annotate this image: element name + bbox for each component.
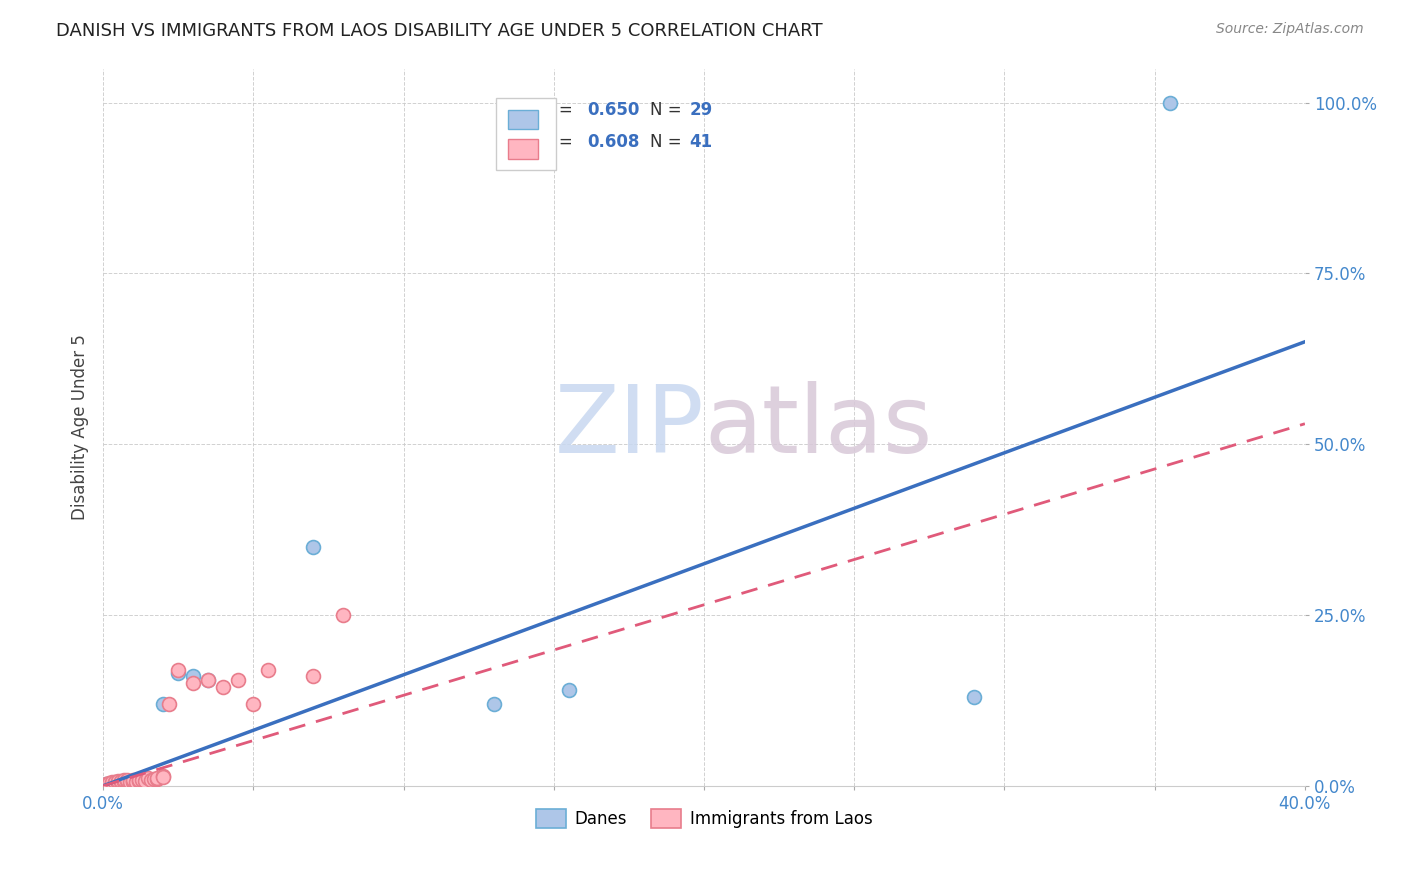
Point [107,777,129,791]
Point [112,777,135,791]
Text: R =: R = [541,133,578,151]
Text: atlas: atlas [704,381,932,473]
Point [115,773,138,788]
Point [122,775,145,789]
Point [110,774,132,789]
Point [104,777,127,791]
Point [152,770,174,784]
Point [107,777,129,791]
Point [112,773,135,788]
Text: N =: N = [650,133,686,151]
Point [115,777,138,791]
Text: N =: N = [650,101,686,120]
Point [107,774,129,789]
Point [115,774,138,789]
Point [257,663,280,677]
Point [181,669,204,683]
Point [302,540,325,554]
Point [181,676,204,690]
Point [152,768,174,782]
Point [98,777,121,791]
Point [112,776,135,790]
Point [101,775,124,789]
Point [197,673,219,687]
Point [131,772,153,787]
Point [1159,95,1181,110]
Point [128,775,150,789]
Point [146,771,169,785]
Point [125,774,148,789]
Point [107,776,129,790]
Point [115,775,138,789]
Point [94,777,117,791]
Point [134,774,156,789]
Point [101,776,124,790]
Point [110,776,132,790]
Point [482,697,505,711]
Point [136,771,159,785]
Text: R =: R = [541,101,578,120]
Point [122,774,145,789]
Point [120,777,142,791]
Text: 29: 29 [689,101,713,120]
Point [104,776,127,790]
Point [228,673,250,687]
Point [110,777,132,791]
Point [98,777,121,791]
Point [110,775,132,789]
Text: 0.650: 0.650 [588,101,640,120]
Point [136,775,159,789]
Point [101,777,124,791]
Text: 41: 41 [689,133,713,151]
Point [242,697,264,711]
Point [128,773,150,788]
Text: 0.608: 0.608 [588,133,640,151]
Point [104,774,127,789]
Point [157,697,180,711]
Point [122,773,145,788]
Point [332,607,354,622]
Point [122,777,145,791]
Point [112,774,135,789]
Y-axis label: Disability Age Under 5: Disability Age Under 5 [72,334,89,520]
Text: Source: ZipAtlas.com: Source: ZipAtlas.com [1216,22,1364,37]
Legend: Danes, Immigrants from Laos: Danes, Immigrants from Laos [529,802,879,835]
Point [212,680,235,694]
Point [146,772,169,786]
Text: DANISH VS IMMIGRANTS FROM LAOS DISABILITY AGE UNDER 5 CORRELATION CHART: DANISH VS IMMIGRANTS FROM LAOS DISABILIT… [56,22,823,40]
Point [141,773,163,788]
Point [152,697,174,711]
Point [167,663,190,677]
Text: ZIP: ZIP [554,381,704,473]
Point [94,777,117,791]
Point [101,776,124,790]
Point [98,776,121,790]
Point [167,666,190,681]
Point [107,774,129,789]
Point [558,683,581,698]
Point [104,775,127,789]
Point [107,777,129,791]
Point [128,774,150,789]
Point [302,669,325,683]
Point [143,772,166,786]
Point [197,673,219,687]
Point [963,690,986,704]
Point [120,774,142,789]
